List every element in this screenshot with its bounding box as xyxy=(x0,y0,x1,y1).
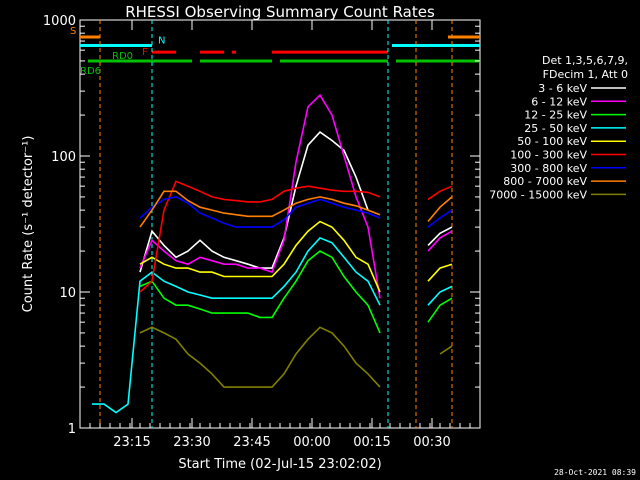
series-line-0 xyxy=(139,131,453,273)
annotation-n: N xyxy=(158,35,165,46)
series-line-5 xyxy=(139,180,453,293)
chart-title: RHESSI Observing Summary Count Rates xyxy=(125,3,435,21)
series-line-4 xyxy=(139,220,453,293)
legend-label-3: 25 - 50 keV xyxy=(524,122,587,135)
legend-label-7: 800 - 7000 keV xyxy=(503,175,587,188)
legend-header-line-2: FDecim 1, Att 0 xyxy=(543,68,628,81)
x-axis-label: Start Time (02-Jul-15 23:02:02) xyxy=(178,457,381,472)
series-line-7 xyxy=(139,190,453,228)
x-tick-label-0: 23:15 xyxy=(113,435,150,450)
x-tick-label-2: 23:45 xyxy=(233,435,270,450)
x-tick-label-5: 00:30 xyxy=(413,435,450,450)
series-line-6 xyxy=(139,196,453,228)
legend-label-4: 50 - 100 keV xyxy=(517,135,587,148)
y-tick-label-3: 1000 xyxy=(43,14,76,29)
legend-label-0: 3 - 6 keV xyxy=(538,82,587,95)
legend-label-1: 6 - 12 keV xyxy=(531,95,587,108)
series-line-8 xyxy=(139,326,453,388)
series-line-1 xyxy=(139,93,453,299)
y-tick-label-2: 100 xyxy=(51,150,76,165)
legend: Det 1,3,5,6,7,9, FDecim 1, Att 0 3 - 6 k… xyxy=(489,54,628,201)
y-axis-label: Count Rate (s⁻¹ detector⁻¹) xyxy=(21,136,36,313)
annotation-rd0: RD0 xyxy=(112,51,133,62)
y-tick-label-1: 10 xyxy=(59,286,76,301)
series-lines xyxy=(92,93,453,414)
legend-label-6: 300 - 800 keV xyxy=(510,162,587,175)
legend-label-8: 7000 - 15000 keV xyxy=(489,188,587,201)
series-line-2 xyxy=(139,250,453,334)
annotation-f: F xyxy=(142,47,148,58)
annotation-s: S xyxy=(70,26,76,37)
flag-bars xyxy=(80,35,480,63)
flag-annotations: S NF RD0 RD6 xyxy=(70,26,165,77)
vertical-markers xyxy=(99,20,453,428)
x-tick-label-1: 23:30 xyxy=(173,435,210,450)
legend-label-5: 100 - 300 keV xyxy=(510,149,587,162)
series-line-3 xyxy=(92,236,453,414)
x-tick-label-4: 00:15 xyxy=(353,435,390,450)
annotation-rd6: RD6 xyxy=(80,66,101,77)
x-tick-label-3: 00:00 xyxy=(293,435,330,450)
footer-timestamp: 28-Oct-2021 08:39 xyxy=(554,468,636,477)
legend-label-2: 12 - 25 keV xyxy=(524,109,587,122)
y-tick-label-0: 1 xyxy=(68,422,76,437)
axes: 1 10 100 1000 23:15 23:30 23:45 00:00 00:15 00:30 xyxy=(43,14,481,450)
legend-header-line-1: Det 1,3,5,6,7,9, xyxy=(542,54,628,67)
